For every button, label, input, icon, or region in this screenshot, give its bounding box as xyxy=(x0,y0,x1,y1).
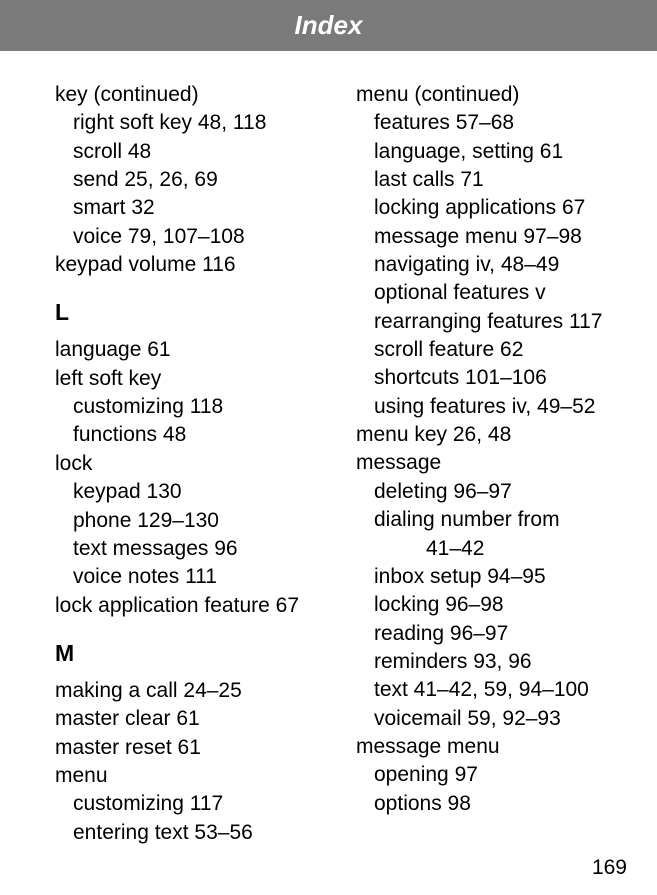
index-entry: master clear 61 xyxy=(55,705,326,733)
index-subentry: shortcuts 101–106 xyxy=(356,364,627,392)
index-subentry: reading 96–97 xyxy=(356,620,627,648)
index-subentry: inbox setup 94–95 xyxy=(356,563,627,591)
index-entry: menu xyxy=(55,762,326,790)
index-subentry: navigating iv, 48–49 xyxy=(356,251,627,279)
index-subentry: text 41–42, 59, 94–100 xyxy=(356,676,627,704)
index-entry: language 61 xyxy=(55,336,326,364)
index-letter-M: M xyxy=(55,638,326,669)
index-subentry: scroll feature 62 xyxy=(356,336,627,364)
index-subentry: customizing 118 xyxy=(55,393,326,421)
index-entry: making a call 24–25 xyxy=(55,677,326,705)
index-entry: message xyxy=(356,449,627,477)
index-entry: key (continued) xyxy=(55,81,326,109)
index-subentry: features 57–68 xyxy=(356,109,627,137)
index-subentry: dialing number from xyxy=(356,506,627,534)
index-entry: master reset 61 xyxy=(55,734,326,762)
index-subentry: locking applications 67 xyxy=(356,194,627,222)
index-subentry: opening 97 xyxy=(356,761,627,789)
index-subentry: voice notes 111 xyxy=(55,563,326,591)
index-subentry: locking 96–98 xyxy=(356,591,627,619)
index-letter-L: L xyxy=(55,297,326,328)
index-subentry: right soft key 48, 118 xyxy=(55,109,326,137)
index-subentry: functions 48 xyxy=(55,421,326,449)
page-title-header: Index xyxy=(0,0,657,51)
index-content: key (continued) right soft key 48, 118 s… xyxy=(0,51,657,847)
index-subentry: last calls 71 xyxy=(356,166,627,194)
index-entry: keypad volume 116 xyxy=(55,251,326,279)
index-subentry: rearranging features 117 xyxy=(356,308,627,336)
index-subentry: reminders 93, 96 xyxy=(356,648,627,676)
index-subentry: using features iv, 49–52 xyxy=(356,393,627,421)
index-subentry: voice 79, 107–108 xyxy=(55,223,326,251)
page-number: 169 xyxy=(592,856,627,880)
index-subentry: voicemail 59, 92–93 xyxy=(356,705,627,733)
index-subentry: send 25, 26, 69 xyxy=(55,166,326,194)
index-subentry: text messages 96 xyxy=(55,535,326,563)
index-subentry: smart 32 xyxy=(55,194,326,222)
left-column: key (continued) right soft key 48, 118 s… xyxy=(55,81,326,847)
index-subentry: phone 129–130 xyxy=(55,507,326,535)
index-subentry: customizing 117 xyxy=(55,790,326,818)
index-subentry: optional features v xyxy=(356,279,627,307)
index-entry: left soft key xyxy=(55,365,326,393)
index-subentry: entering text 53–56 xyxy=(55,819,326,847)
index-subentry: scroll 48 xyxy=(55,138,326,166)
index-subentry: keypad 130 xyxy=(55,478,326,506)
index-entry: lock application feature 67 xyxy=(55,592,326,620)
index-subentry: message menu 97–98 xyxy=(356,223,627,251)
index-entry: message menu xyxy=(356,733,627,761)
right-column: menu (continued) features 57–68 language… xyxy=(356,81,627,847)
header-title: Index xyxy=(295,10,363,40)
index-entry: menu (continued) xyxy=(356,81,627,109)
index-subentry: options 98 xyxy=(356,790,627,818)
index-subentry: deleting 96–97 xyxy=(356,478,627,506)
index-subentry: language, setting 61 xyxy=(356,138,627,166)
index-entry: lock xyxy=(55,450,326,478)
index-subentry-pages: 41–42 xyxy=(356,535,627,563)
index-entry: menu key 26, 48 xyxy=(356,421,627,449)
